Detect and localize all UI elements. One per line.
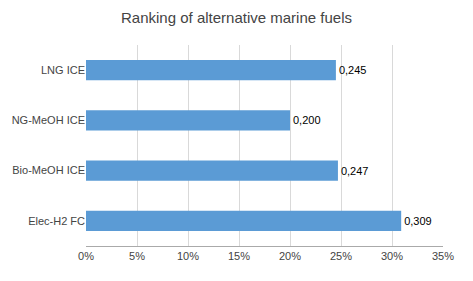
svg-text:0,200: 0,200	[293, 114, 321, 126]
svg-text:20%: 20%	[279, 250, 301, 262]
svg-text:5%: 5%	[129, 250, 145, 262]
svg-text:Ranking of alternative marine: Ranking of alternative marine fuels	[121, 9, 352, 26]
svg-text:30%: 30%	[381, 250, 403, 262]
svg-text:LNG ICE: LNG ICE	[41, 64, 85, 76]
svg-text:10%: 10%	[177, 250, 199, 262]
svg-text:0,309: 0,309	[404, 215, 432, 227]
svg-text:NG-MeOH ICE: NG-MeOH ICE	[12, 114, 85, 126]
svg-text:35%: 35%	[432, 250, 454, 262]
svg-text:Elec-H2 FC: Elec-H2 FC	[28, 215, 85, 227]
svg-text:0,245: 0,245	[339, 64, 367, 76]
svg-text:0,247: 0,247	[341, 165, 369, 177]
svg-text:25%: 25%	[330, 250, 352, 262]
svg-text:0%: 0%	[78, 250, 94, 262]
svg-text:Bio-MeOH ICE: Bio-MeOH ICE	[12, 164, 85, 176]
svg-text:15%: 15%	[228, 250, 250, 262]
